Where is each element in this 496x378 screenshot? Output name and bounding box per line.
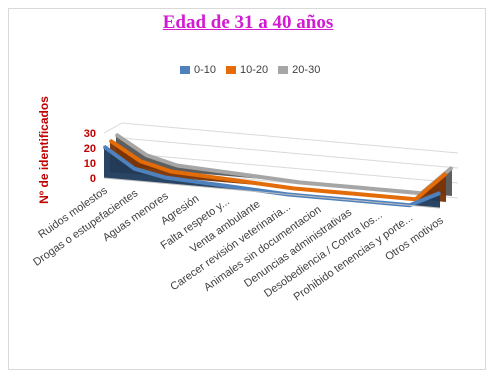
data-point-10-20 [170, 170, 172, 173]
data-point-0-10 [164, 176, 166, 179]
data-point-20-30 [451, 166, 453, 169]
data-point-10-20 [200, 174, 203, 177]
data-point-20-30 [176, 164, 178, 167]
y-tick-label: 10 [84, 158, 96, 170]
data-point-10-20 [323, 190, 325, 192]
gridline [121, 137, 459, 169]
data-point-10-20 [384, 195, 386, 198]
data-point-10-20 [353, 193, 356, 195]
data-point-0-10 [103, 145, 105, 148]
gridline-side [103, 122, 123, 134]
data-point-0-10 [439, 192, 441, 194]
data-point-10-20 [261, 183, 264, 185]
legend-item-20-30: 20-30 [278, 64, 320, 76]
data-point-20-30 [329, 184, 331, 186]
data-point-20-30 [298, 181, 301, 184]
legend-swatch-0-10 [180, 66, 190, 74]
series-line-10-20 [108, 138, 448, 202]
data-point-10-20 [139, 160, 142, 162]
gridline [121, 152, 459, 184]
data-point-0-10 [194, 180, 197, 183]
data-point-0-10 [225, 185, 227, 187]
legend-swatch-20-30 [278, 66, 289, 74]
data-point-20-30 [145, 154, 148, 156]
legend-item-10-20: 10-20 [226, 64, 268, 76]
data-point-20-30 [115, 133, 117, 136]
legend-label-0-10: 0-10 [194, 64, 217, 76]
data-point-20-30 [390, 189, 392, 192]
data-point-10-20 [231, 179, 233, 181]
data-point-0-10 [133, 167, 136, 170]
data-point-20-30 [359, 187, 362, 189]
data-point-10-20 [445, 172, 447, 175]
data-point-10-20 [292, 187, 295, 190]
data-point-20-30 [267, 177, 270, 179]
chart-title: Edad de 31 a 40 años [162, 12, 334, 33]
y-tick-label: 0 [90, 173, 96, 185]
gridline [121, 122, 459, 154]
series-line-20-30 [114, 132, 454, 196]
legend-item-0-10: 0-10 [180, 64, 216, 76]
y-tick-label: 20 [84, 143, 96, 155]
legend-swatch-10-20 [226, 66, 237, 74]
data-point-0-10 [255, 189, 258, 191]
legend-label-10-20: 10-20 [240, 64, 269, 76]
legend: 0-10 10-20 20-30 [180, 63, 320, 77]
data-point-10-20 [414, 198, 417, 201]
y-tick-label: 30 [84, 128, 96, 140]
data-point-10-20 [109, 139, 111, 142]
x-axis-line [103, 177, 441, 209]
data-point-20-30 [206, 168, 209, 171]
data-point-20-30 [237, 173, 239, 175]
legend-label-20-30: 20-30 [292, 64, 321, 76]
